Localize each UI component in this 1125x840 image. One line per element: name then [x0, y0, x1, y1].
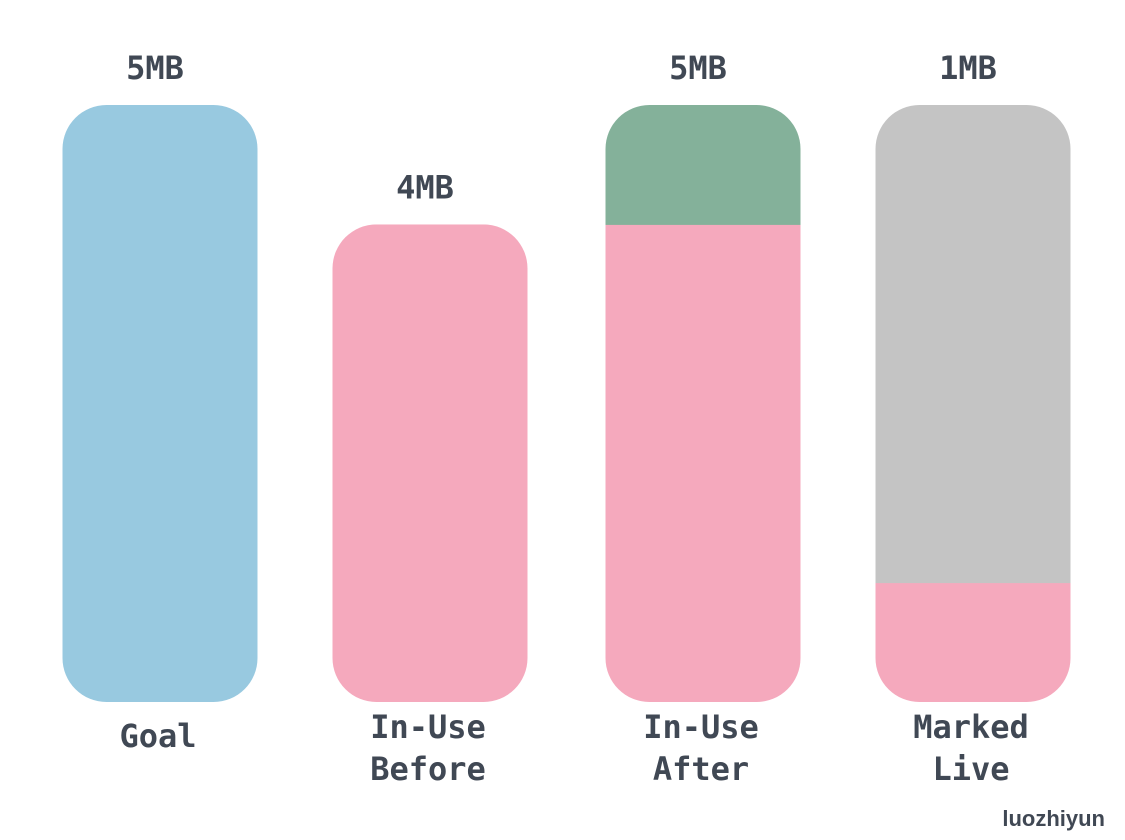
category-label-1-line-1: Goal	[119, 717, 196, 755]
category-label-2-line-1: In-Use	[370, 708, 486, 746]
value-label-4: 1MB	[939, 49, 997, 87]
bar-2-segment-1	[332, 224, 528, 702]
category-label-3-line-2: After	[653, 750, 749, 788]
bar-3	[605, 105, 801, 702]
value-label-2: 4MB	[396, 168, 454, 206]
bar-1	[62, 105, 258, 702]
bar-4-segment-1	[875, 582, 1071, 702]
bar-4	[875, 105, 1071, 702]
category-label-2-line-2: Before	[370, 750, 486, 788]
bar-3-segment-2	[605, 105, 801, 225]
bar-2	[332, 224, 528, 702]
bars-layer	[62, 105, 1071, 702]
value-label-3: 5MB	[669, 49, 727, 87]
category-label-4-line-2: Live	[932, 750, 1009, 788]
bar-4-segment-2	[875, 105, 1071, 584]
labels-layer: 5MB Goal 4MB In-Use Before 5MB In-Use After 1MB M…	[119, 49, 1028, 788]
category-label-3-line-1: In-Use	[643, 708, 759, 746]
bar-1-segment-1	[62, 105, 258, 702]
bar-3-segment-1	[605, 224, 801, 702]
watermark-text: luozhiyun	[1002, 806, 1105, 831]
value-label-1: 5MB	[126, 49, 184, 87]
category-label-4-line-1: Marked	[913, 708, 1029, 746]
